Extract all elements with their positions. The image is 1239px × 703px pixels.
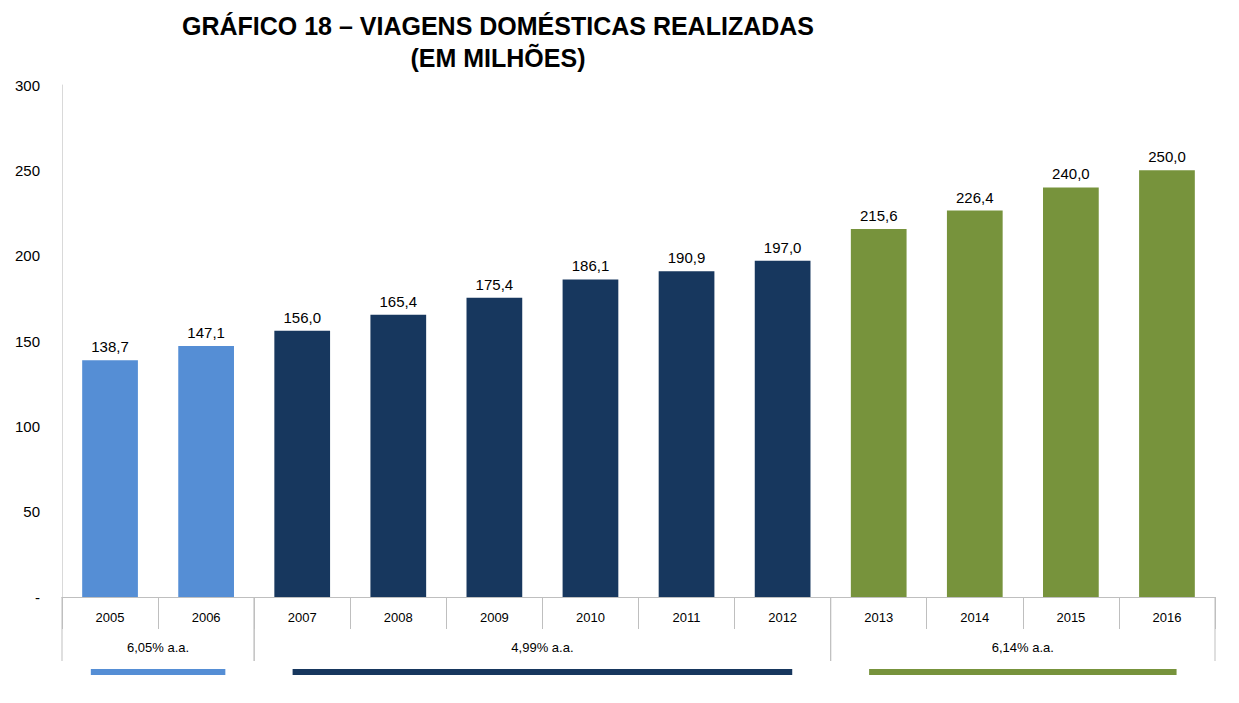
svg-text:2006: 2006 — [192, 610, 221, 625]
svg-text:197,0: 197,0 — [764, 239, 802, 256]
svg-text:215,6: 215,6 — [860, 207, 898, 224]
svg-text:6,05% a.a.: 6,05% a.a. — [127, 640, 189, 655]
svg-text:150: 150 — [15, 333, 40, 350]
svg-text:2016: 2016 — [1152, 610, 1181, 625]
svg-text:-: - — [35, 589, 40, 606]
svg-text:2014: 2014 — [960, 610, 989, 625]
svg-text:186,1: 186,1 — [572, 257, 610, 274]
svg-text:GRÁFICO 18 – VIAGENS DOMÉSTICA: GRÁFICO 18 – VIAGENS DOMÉSTICAS REALIZAD… — [182, 12, 814, 40]
svg-text:2015: 2015 — [1056, 610, 1085, 625]
svg-text:240,0: 240,0 — [1052, 165, 1090, 182]
svg-text:300: 300 — [15, 77, 40, 94]
svg-text:2013: 2013 — [864, 610, 893, 625]
svg-text:6,14% a.a.: 6,14% a.a. — [992, 640, 1054, 655]
svg-text:250,0: 250,0 — [1148, 148, 1186, 165]
svg-text:2011: 2011 — [673, 610, 701, 625]
svg-text:147,1: 147,1 — [187, 324, 225, 341]
svg-text:50: 50 — [23, 503, 40, 520]
svg-text:190,9: 190,9 — [668, 249, 706, 266]
svg-text:2010: 2010 — [576, 610, 605, 625]
svg-text:2008: 2008 — [384, 610, 413, 625]
svg-text:138,7: 138,7 — [91, 338, 129, 355]
svg-text:175,4: 175,4 — [476, 276, 514, 293]
svg-text:200: 200 — [15, 247, 40, 264]
svg-text:2012: 2012 — [768, 610, 797, 625]
svg-text:226,4: 226,4 — [956, 189, 994, 206]
svg-text:2007: 2007 — [288, 610, 317, 625]
svg-text:165,4: 165,4 — [380, 293, 418, 310]
svg-text:156,0: 156,0 — [283, 309, 321, 326]
svg-text:2005: 2005 — [96, 610, 125, 625]
svg-text:4,99% a.a.: 4,99% a.a. — [511, 640, 573, 655]
svg-text:(EM MILHÕES): (EM MILHÕES) — [411, 43, 586, 72]
svg-text:250: 250 — [15, 162, 40, 179]
svg-text:2009: 2009 — [480, 610, 509, 625]
svg-text:100: 100 — [15, 418, 40, 435]
